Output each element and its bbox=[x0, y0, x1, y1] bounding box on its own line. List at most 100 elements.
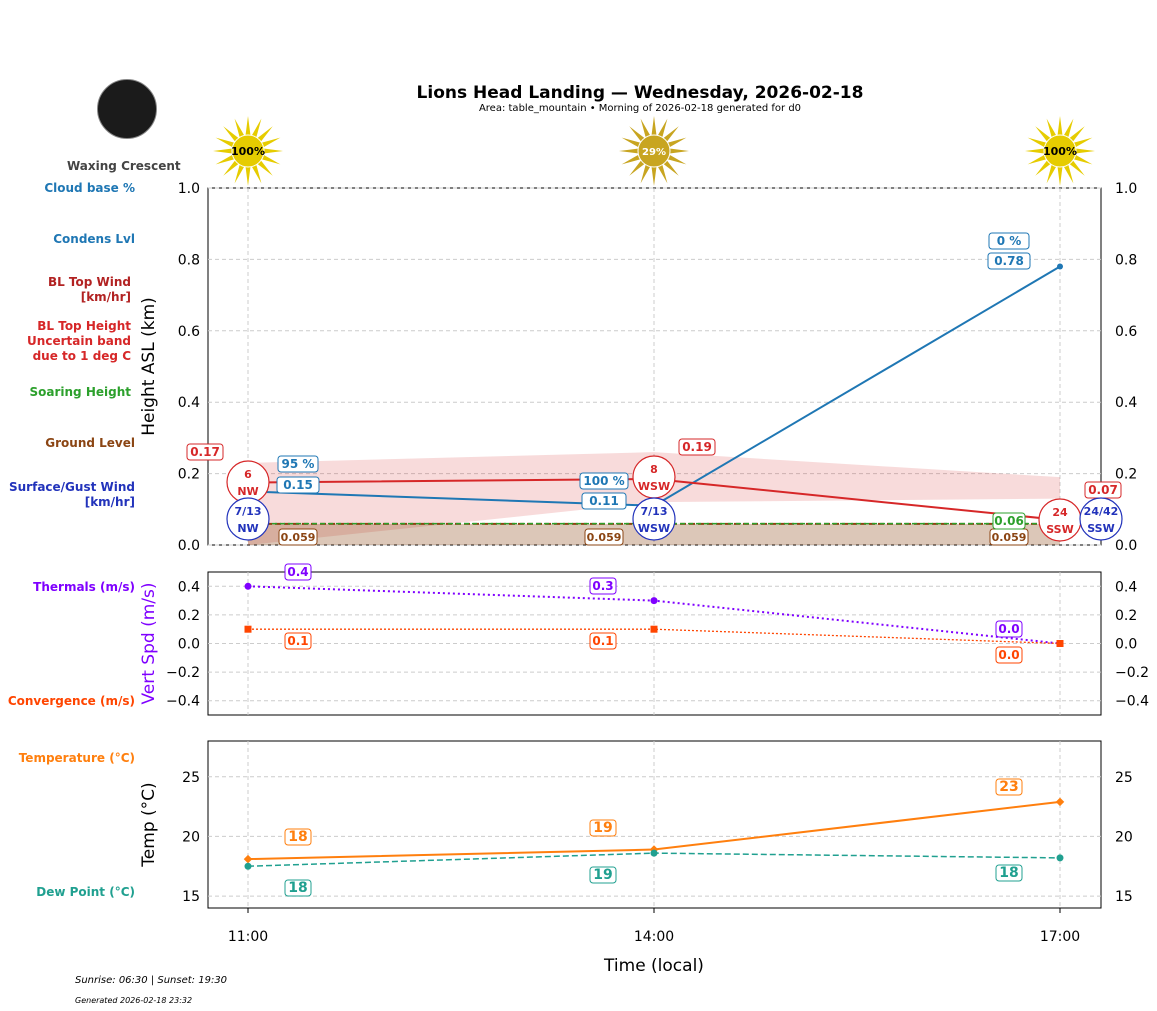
y-axis-label: Vert Spd (m/s) bbox=[139, 582, 159, 704]
y-tick-label-right: 20 bbox=[1115, 829, 1133, 845]
y-axis-label: Height ASL (km) bbox=[139, 297, 159, 436]
bl-wind-dir: NW bbox=[237, 485, 258, 498]
ground-label: 0.059 bbox=[992, 531, 1027, 544]
surface-wind-speed: 7/13 bbox=[641, 505, 668, 518]
thermal-label: 0.3 bbox=[592, 579, 613, 593]
temp-label: 23 bbox=[999, 779, 1018, 795]
y-tick-label: 20 bbox=[182, 829, 200, 845]
bl-wind-speed: 6 bbox=[244, 468, 252, 481]
sun-icon bbox=[213, 116, 283, 186]
y-tick-label: 0.2 bbox=[178, 608, 200, 624]
legend-label: Thermals (m/s) bbox=[33, 580, 135, 594]
thermal-label: 0.4 bbox=[287, 565, 308, 579]
condens-label-box bbox=[581, 492, 627, 510]
temp-label-box bbox=[284, 828, 312, 846]
y-tick-label-right: 0.0 bbox=[1115, 637, 1137, 653]
condens-label: 0.11 bbox=[589, 494, 619, 508]
y-tick-label-right: −0.2 bbox=[1115, 665, 1149, 681]
y-tick-label-right: −0.4 bbox=[1115, 694, 1149, 710]
y-tick-label: 0.4 bbox=[178, 395, 200, 411]
temp-label: 19 bbox=[593, 820, 612, 836]
surface-wind-speed: 24/42 bbox=[1084, 505, 1119, 518]
chart-title: Lions Head Landing — Wednesday, 2026-02-… bbox=[416, 83, 864, 103]
bl-top-label-box bbox=[678, 438, 716, 456]
y-tick-label-right: 25 bbox=[1115, 770, 1133, 786]
convergence-label: 0.1 bbox=[592, 634, 613, 648]
y-tick-label-right: 0.8 bbox=[1115, 252, 1137, 268]
sun-icon-disc bbox=[637, 134, 671, 168]
bl-wind-speed: 8 bbox=[650, 463, 658, 476]
legend-label: Surface/Gust Wind [km/hr] bbox=[9, 480, 135, 509]
surface-wind-speed: 7/13 bbox=[235, 505, 262, 518]
bl-top-label: 0.07 bbox=[1088, 483, 1118, 497]
x-tick-label: 11:00 bbox=[228, 929, 268, 945]
surface-wind-dir: WSW bbox=[638, 522, 670, 535]
legend-label: BL Top Wind [km/hr] bbox=[47, 275, 131, 304]
temperature-point bbox=[1055, 797, 1065, 807]
cloud-base-label-box bbox=[988, 232, 1030, 250]
moon-phase-label: Waxing Crescent bbox=[67, 159, 181, 173]
surface-wind-dir: NW bbox=[237, 522, 258, 535]
y-tick-label: −0.2 bbox=[166, 665, 200, 681]
bl-top-label: 0.19 bbox=[682, 440, 712, 454]
y-tick-label: 0.4 bbox=[178, 579, 200, 595]
legend-label: Cloud base % bbox=[44, 181, 135, 195]
condens-label: 0.15 bbox=[283, 478, 313, 492]
sun-percent: 100% bbox=[231, 145, 265, 158]
y-tick-label: 0.6 bbox=[178, 324, 200, 340]
x-tick-label: 17:00 bbox=[1040, 929, 1080, 945]
surface-wind-dir: SSW bbox=[1087, 522, 1114, 535]
dew-label: 18 bbox=[288, 880, 307, 896]
legend-label: BL Top Height Uncertain band due to 1 de… bbox=[27, 319, 131, 363]
moon-icon bbox=[97, 79, 157, 139]
dew-label: 19 bbox=[593, 867, 612, 883]
y-tick-label: 15 bbox=[182, 889, 200, 905]
y-tick-label-right: 0.0 bbox=[1115, 538, 1137, 554]
dew-label-box bbox=[284, 879, 312, 897]
dew-point-point bbox=[1056, 854, 1064, 862]
cloud-base-label: 0 % bbox=[997, 234, 1022, 248]
cloud-base-label: 95 % bbox=[282, 457, 315, 471]
chart-subtitle: Area: table_mountain • Morning of 2026-0… bbox=[478, 103, 802, 114]
surface-wind-barb-icon bbox=[1079, 497, 1123, 541]
legend-label: Condens Lvl bbox=[53, 232, 135, 246]
ground-label-box bbox=[278, 528, 318, 546]
sun-icon-disc bbox=[231, 134, 265, 168]
thermal-label-box bbox=[284, 563, 312, 581]
dew-label-box bbox=[589, 866, 617, 884]
temp-label-box bbox=[589, 819, 617, 837]
convergence-point bbox=[650, 625, 658, 633]
convergence-label-box bbox=[995, 646, 1023, 664]
soaring-label: 0.06 bbox=[994, 514, 1024, 528]
y-tick-label-right: 1.0 bbox=[1115, 181, 1137, 197]
condens-point bbox=[1057, 263, 1063, 270]
sun-times: Sunrise: 06:30 | Sunset: 19:30 bbox=[75, 975, 228, 986]
y-tick-label: 0.0 bbox=[178, 538, 200, 554]
y-tick-label: 0.0 bbox=[178, 637, 200, 653]
sun-icon-disc bbox=[1043, 134, 1077, 168]
dew-label: 18 bbox=[999, 865, 1018, 881]
surface-wind-barb-icon bbox=[632, 497, 676, 541]
sun-percent: 29% bbox=[642, 147, 666, 158]
y-tick-label: 0.2 bbox=[178, 467, 200, 483]
y-tick-label-right: 0.6 bbox=[1115, 324, 1137, 340]
convergence-label-box bbox=[589, 632, 617, 650]
condens-label-box bbox=[276, 476, 320, 494]
thermal-label-box bbox=[589, 577, 617, 595]
legend-label: Convergence (m/s) bbox=[7, 694, 135, 708]
sun-percent: 100% bbox=[1043, 145, 1077, 158]
convergence-label: 0.0 bbox=[998, 648, 1019, 662]
condens-label-box bbox=[987, 252, 1031, 270]
thermal-point bbox=[244, 582, 252, 590]
soaring-label-box bbox=[992, 512, 1026, 530]
y-tick-label-right: 0.2 bbox=[1115, 467, 1137, 483]
bl-wind-dir: SSW bbox=[1046, 523, 1073, 536]
sun-icon bbox=[1025, 116, 1095, 186]
surface-wind-barb-icon bbox=[226, 497, 270, 541]
bl-top-label-box bbox=[186, 443, 224, 461]
x-tick-label: 14:00 bbox=[634, 929, 674, 945]
y-tick-label-right: 0.4 bbox=[1115, 579, 1137, 595]
temp-label-box bbox=[995, 778, 1023, 796]
